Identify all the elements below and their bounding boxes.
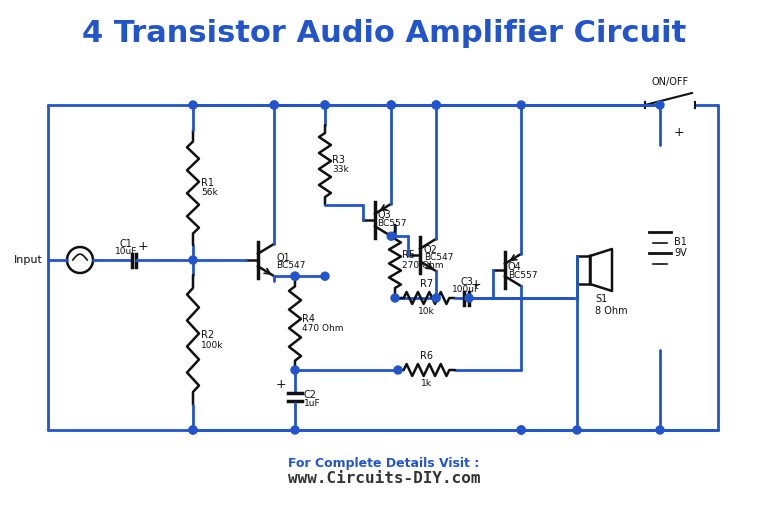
Circle shape [387, 232, 396, 240]
Circle shape [656, 426, 664, 434]
Text: 33k: 33k [332, 165, 349, 174]
Text: Q4: Q4 [508, 262, 521, 272]
Text: 470 Ohm: 470 Ohm [302, 324, 343, 333]
Circle shape [656, 101, 664, 109]
Text: Q1: Q1 [276, 253, 290, 263]
Text: R2: R2 [201, 330, 214, 340]
Text: 4 Transistor Audio Amplifier Circuit: 4 Transistor Audio Amplifier Circuit [82, 19, 686, 48]
Text: 56k: 56k [201, 188, 218, 197]
Text: R7: R7 [420, 279, 433, 289]
Circle shape [391, 294, 399, 302]
Text: R5: R5 [402, 250, 415, 260]
Circle shape [291, 272, 299, 280]
Text: R6: R6 [420, 351, 433, 361]
Circle shape [189, 256, 197, 264]
Text: 100k: 100k [201, 341, 223, 350]
Bar [577, 256, 590, 284]
Text: BC557: BC557 [508, 270, 538, 279]
Text: S1
8 Ohm: S1 8 Ohm [595, 294, 627, 316]
Text: BC547: BC547 [276, 261, 306, 270]
Text: 100uF: 100uF [452, 285, 481, 293]
Text: R1: R1 [201, 177, 214, 187]
Circle shape [573, 426, 581, 434]
Text: www.Circuits-DIY.com: www.Circuits-DIY.com [288, 471, 480, 486]
Circle shape [189, 426, 197, 434]
Text: Input: Input [14, 255, 43, 265]
Text: 270 Ohm: 270 Ohm [402, 260, 443, 269]
Text: B1
9V: B1 9V [674, 237, 687, 258]
Circle shape [270, 101, 278, 109]
Circle shape [387, 101, 396, 109]
Circle shape [432, 101, 440, 109]
Circle shape [321, 101, 329, 109]
Text: +: + [276, 378, 286, 391]
Circle shape [189, 426, 197, 434]
Circle shape [394, 366, 402, 374]
Circle shape [465, 294, 473, 302]
Text: ON/OFF: ON/OFF [651, 77, 689, 87]
Circle shape [432, 101, 440, 109]
Text: C3: C3 [460, 277, 473, 287]
Circle shape [291, 272, 299, 280]
Circle shape [321, 101, 329, 109]
Text: Q2: Q2 [424, 245, 438, 255]
Circle shape [432, 294, 440, 302]
Text: BC557: BC557 [377, 218, 406, 227]
Text: +: + [674, 126, 684, 139]
Circle shape [291, 366, 299, 374]
Circle shape [517, 426, 525, 434]
Text: +: + [138, 239, 149, 253]
Text: For Complete Details Visit :: For Complete Details Visit : [288, 457, 480, 470]
Circle shape [517, 426, 525, 434]
Circle shape [189, 101, 197, 109]
Text: R4: R4 [302, 313, 315, 323]
Circle shape [291, 426, 299, 434]
Text: C1: C1 [120, 239, 132, 249]
Text: R3: R3 [332, 155, 345, 165]
Text: 1k: 1k [421, 379, 432, 388]
Circle shape [387, 101, 396, 109]
Text: C2: C2 [304, 390, 317, 400]
Text: BC547: BC547 [424, 254, 453, 262]
Circle shape [270, 101, 278, 109]
Text: +: + [471, 278, 482, 290]
Text: Q3: Q3 [377, 210, 391, 220]
Circle shape [321, 272, 329, 280]
Text: 1uF: 1uF [304, 398, 320, 407]
Circle shape [517, 101, 525, 109]
Text: 10uF: 10uF [114, 247, 137, 256]
Text: 10k: 10k [418, 307, 435, 316]
